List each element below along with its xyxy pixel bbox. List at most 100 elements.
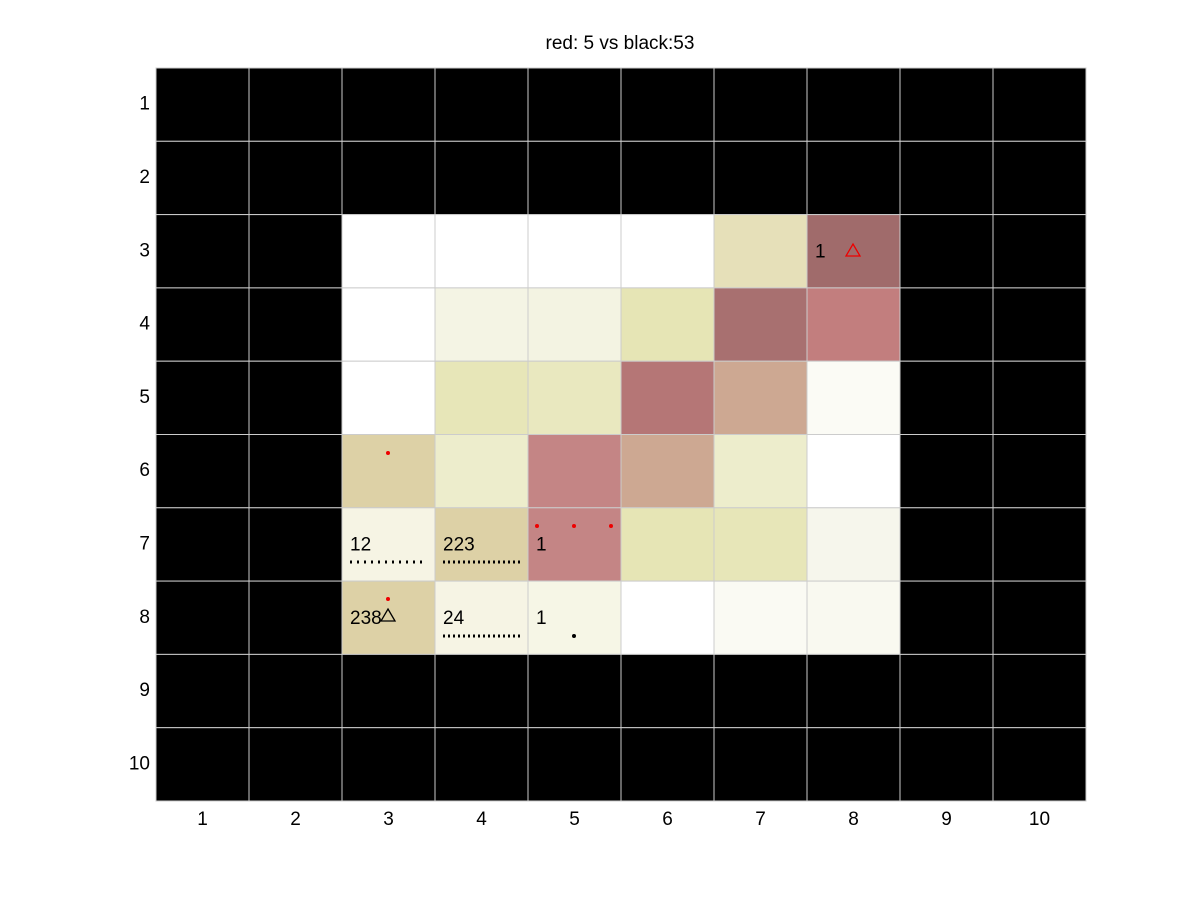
cell xyxy=(341,140,436,216)
cell xyxy=(992,140,1087,216)
cell xyxy=(341,653,436,729)
cell xyxy=(341,67,436,142)
cell xyxy=(899,507,994,582)
cell xyxy=(341,214,436,289)
cell xyxy=(155,727,250,802)
cell xyxy=(155,67,250,142)
x-tick-label: 4 xyxy=(476,809,487,830)
y-tick-label: 9 xyxy=(139,680,150,701)
cell xyxy=(620,67,715,142)
cell-label: 223 xyxy=(443,534,475,555)
board: 1 12 223 1 238 24 1 xyxy=(155,67,1087,802)
cell xyxy=(434,360,529,436)
y-tick-label: 4 xyxy=(139,314,150,335)
cell xyxy=(155,214,250,289)
cell xyxy=(527,727,622,802)
cell xyxy=(155,287,250,362)
cell xyxy=(248,287,343,362)
title: red: 5 vs black:53 xyxy=(546,33,695,54)
y-tick-label: 8 xyxy=(139,607,150,628)
cell xyxy=(527,434,622,509)
cell xyxy=(806,67,901,142)
cell xyxy=(620,727,715,802)
cell xyxy=(992,580,1087,655)
cell xyxy=(713,140,808,216)
cell xyxy=(341,507,436,582)
cell xyxy=(806,727,901,802)
black-piece xyxy=(379,607,397,622)
cell xyxy=(620,140,715,216)
cell xyxy=(806,507,901,582)
red-piece xyxy=(844,242,862,257)
cell xyxy=(806,653,901,729)
cell xyxy=(713,727,808,802)
cell xyxy=(992,214,1087,289)
cell-label: 12 xyxy=(350,534,371,555)
cell xyxy=(899,67,994,142)
x-tick-label: 2 xyxy=(290,809,301,830)
cell xyxy=(806,434,901,509)
cell xyxy=(434,287,529,362)
red-dot xyxy=(535,524,539,528)
y-tick-label: 5 xyxy=(139,387,150,408)
cell xyxy=(620,580,715,655)
cell xyxy=(992,507,1087,582)
cell xyxy=(341,287,436,362)
cell xyxy=(806,360,901,436)
cell xyxy=(434,67,529,142)
cell xyxy=(248,727,343,802)
cell xyxy=(620,287,715,362)
cell xyxy=(713,653,808,729)
red-dot xyxy=(386,451,390,455)
cell xyxy=(620,214,715,289)
cell xyxy=(713,67,808,142)
y-tick-label: 10 xyxy=(129,753,150,774)
cell xyxy=(899,727,994,802)
y-tick-label: 7 xyxy=(139,533,150,554)
y-tick-label: 3 xyxy=(139,240,150,261)
cell xyxy=(527,140,622,216)
red-dot xyxy=(386,597,390,601)
x-tick-label: 8 xyxy=(848,809,859,830)
cell xyxy=(899,580,994,655)
cell xyxy=(155,580,250,655)
cell-label: 238 xyxy=(350,608,382,629)
cell xyxy=(899,434,994,509)
cell xyxy=(341,434,436,509)
cell-label: 1 xyxy=(815,241,826,262)
cell xyxy=(899,140,994,216)
cell xyxy=(527,287,622,362)
cell xyxy=(434,434,529,509)
red-dot xyxy=(609,524,613,528)
cell xyxy=(620,360,715,436)
cell xyxy=(434,727,529,802)
cell xyxy=(806,580,901,655)
cell xyxy=(248,507,343,582)
cell-label: 1 xyxy=(536,534,547,555)
x-tick-label: 6 xyxy=(662,809,673,830)
cell xyxy=(713,507,808,582)
cell xyxy=(434,214,529,289)
cell xyxy=(527,67,622,142)
cell xyxy=(713,580,808,655)
cell xyxy=(341,727,436,802)
markers xyxy=(350,242,862,638)
y-tick-label: 1 xyxy=(139,94,150,115)
cell xyxy=(155,434,250,509)
cell xyxy=(713,360,808,436)
cell xyxy=(527,360,622,436)
cell xyxy=(620,653,715,729)
cell xyxy=(992,727,1087,802)
cell xyxy=(899,653,994,729)
cell xyxy=(806,140,901,216)
cell xyxy=(713,434,808,509)
cell xyxy=(155,140,250,216)
cell xyxy=(992,67,1087,142)
cell xyxy=(434,140,529,216)
x-tick-label: 3 xyxy=(383,809,394,830)
cell xyxy=(248,67,343,142)
cell xyxy=(248,580,343,655)
y-tick-label: 6 xyxy=(139,460,150,481)
cell xyxy=(527,214,622,289)
